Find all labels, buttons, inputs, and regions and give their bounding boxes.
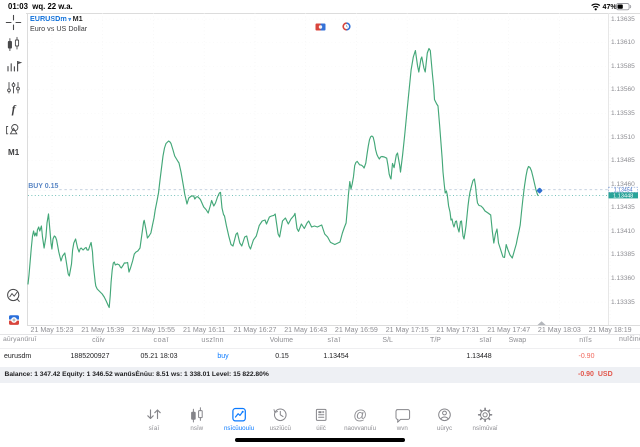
- svg-text:@: @: [353, 407, 367, 422]
- svg-text:1.13454: 1.13454: [614, 188, 633, 194]
- svg-text:M1: M1: [8, 148, 20, 157]
- svg-text:f: f: [12, 104, 17, 116]
- svg-text:1.13448: 1.13448: [613, 193, 633, 199]
